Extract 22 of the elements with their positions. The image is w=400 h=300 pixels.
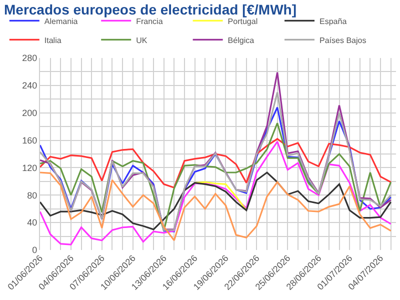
legend-label: Alemania <box>44 16 78 26</box>
legend-label: Portugal <box>228 16 258 26</box>
legend-label: Francia <box>136 16 164 26</box>
line-series <box>40 140 392 246</box>
y-tick-label: 120 <box>22 162 38 173</box>
y-tick-label: 240 <box>22 80 38 91</box>
line-series <box>40 172 392 230</box>
legend-label: España <box>320 16 348 26</box>
y-tick-label: 280 <box>22 53 38 64</box>
line-series <box>40 172 392 242</box>
line-series <box>194 181 248 212</box>
chart-title: Mercados europeos de electricidad [€/MWh] <box>4 1 297 18</box>
y-tick-label: 160 <box>22 135 38 146</box>
legend-label: Italia <box>44 36 62 45</box>
line-series <box>40 138 392 188</box>
y-tick-label: 200 <box>22 108 38 118</box>
y-tick-label: 40 <box>27 218 38 228</box>
y-tick-label: 80 <box>27 190 38 200</box>
legend-label: Países Bajos <box>320 36 366 45</box>
legend-label: UK <box>136 36 148 45</box>
y-tick-label: 0 <box>32 245 38 256</box>
legend-label: Bélgica <box>228 36 255 45</box>
